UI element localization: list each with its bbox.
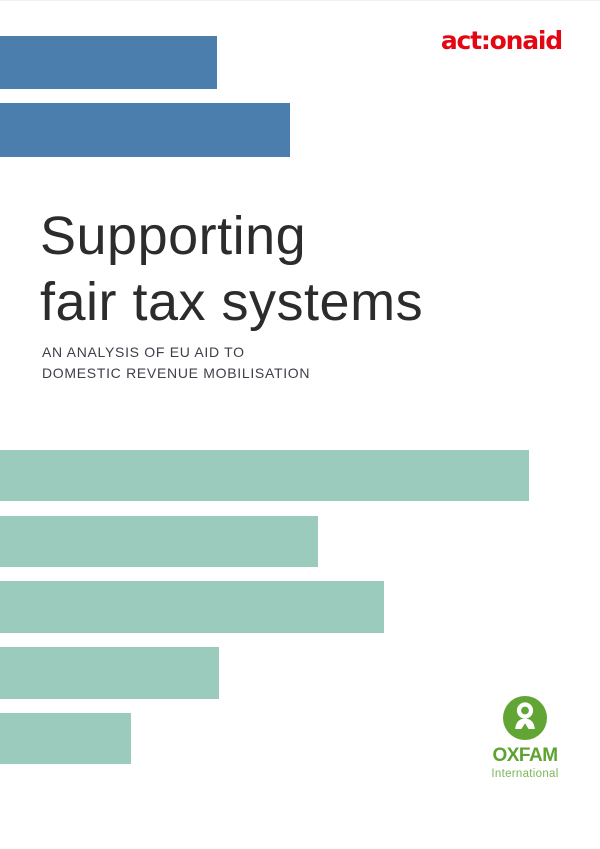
page-title-line2: fair tax systems: [40, 272, 424, 332]
decorative-teal-bar: [0, 450, 529, 501]
oxfam-logo: OXFAM International: [484, 695, 566, 781]
page-subtitle-line1: AN ANALYSIS OF EU AID TO: [42, 344, 245, 360]
decorative-teal-bar: [0, 581, 384, 633]
page-subtitle: AN ANALYSIS OF EU AID TO DOMESTIC REVENU…: [42, 342, 310, 384]
decorative-teal-bar: [0, 516, 318, 567]
page-title: Supporting fair tax systems: [40, 203, 423, 335]
oxfam-subtext: International: [491, 768, 559, 780]
page-title-line1: Supporting: [40, 206, 307, 266]
decorative-teal-bar: [0, 647, 219, 699]
decorative-blue-bar: [0, 36, 217, 89]
decorative-teal-bar: [0, 713, 131, 764]
decorative-blue-bar: [0, 103, 290, 157]
oxfam-icon: [484, 695, 566, 741]
page-subtitle-line2: DOMESTIC REVENUE MOBILISATION: [42, 365, 311, 381]
oxfam-wordmark: OXFAM: [492, 745, 558, 766]
actionaid-logo: act:onaid: [440, 26, 563, 55]
